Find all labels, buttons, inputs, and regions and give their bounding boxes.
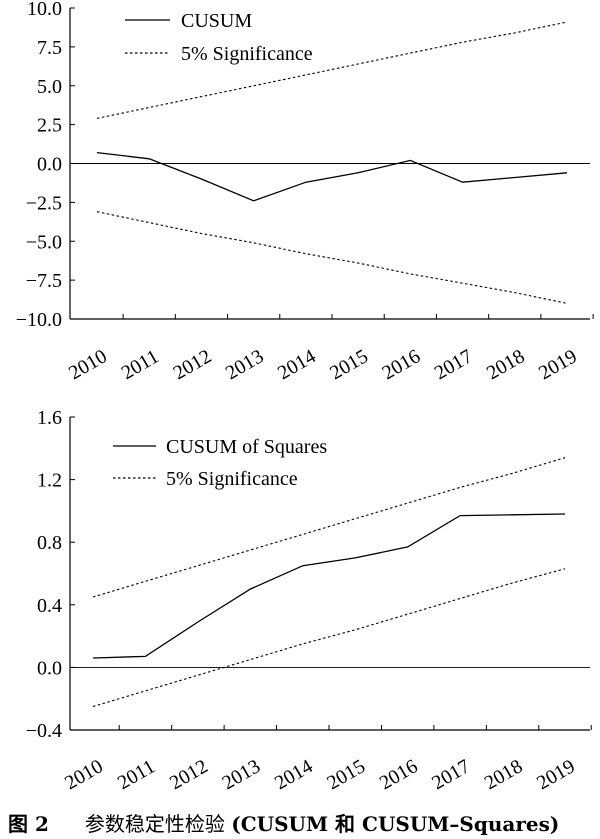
- chart1-y-tick-label: −2.5: [26, 192, 62, 214]
- chart2-legend-label: CUSUM of Squares: [166, 436, 327, 458]
- chart2-legend-label: 5% Significance: [166, 468, 298, 490]
- chart1-y-tick-label: −10.0: [16, 309, 62, 331]
- chart1-upper-bound-line: [96, 21, 568, 119]
- chart2-y-tick-label: 0.8: [37, 532, 62, 554]
- figure-caption: 图 2 参数稳定性检验 (CUSUM 和 CUSUM–Squares): [8, 808, 559, 837]
- chart2-series-line: [92, 513, 566, 659]
- chart1-x-tick-label: 2011: [118, 345, 163, 384]
- chart2-x-tick-label: 2019: [533, 755, 579, 794]
- chart1-x-tick-label: 2019: [535, 345, 581, 384]
- figure-label: 图 2: [8, 812, 49, 836]
- chart2-x-tick-label: 2017: [428, 755, 474, 794]
- chart2-lower-bound-line: [92, 568, 566, 708]
- chart2-x-tick-label: 2012: [166, 755, 212, 794]
- chart2-x-tick-label: 2011: [114, 755, 159, 794]
- chart1-y-tick-label: 10.0: [27, 0, 62, 20]
- chart1-y-tick-label: 2.5: [37, 115, 62, 137]
- chart1-x-tick-label: 2014: [274, 345, 320, 384]
- chart1-x-tick-label: 2012: [170, 345, 216, 384]
- chart2-x-tick-label: 2018: [481, 755, 527, 794]
- figure-title-paren: (CUSUM 和 CUSUM–Squares): [231, 812, 560, 836]
- chart2-y-tick-label: 0.4: [37, 595, 62, 617]
- chart1-x-tick-label: 2016: [379, 345, 425, 384]
- chart2-upper-bound-line: [92, 457, 566, 598]
- chart1-y-tick-label: 5.0: [37, 76, 62, 98]
- chart1-x-tick-label: 2010: [65, 345, 111, 384]
- chart1-lower-bound-line: [96, 211, 568, 304]
- chart2-y-tick-label: 1.2: [37, 470, 62, 492]
- chart1-series-line: [96, 151, 568, 202]
- chart2-y-tick-label: −0.4: [26, 720, 62, 742]
- chart2-x-tick-label: 2013: [219, 755, 265, 794]
- chart1-x-tick-label: 2018: [483, 345, 529, 384]
- chart1-y-tick-label: 0.0: [37, 154, 62, 176]
- chart1-y-tick-label: −7.5: [26, 270, 62, 292]
- chart1-y-tick-label: 7.5: [37, 37, 62, 59]
- chart1-x-tick-label: 2015: [326, 345, 372, 384]
- chart2-x-tick-label: 2016: [376, 755, 422, 794]
- chart1-x-tick-label: 2017: [431, 345, 477, 384]
- chart2-y-tick-label: 0.0: [37, 657, 62, 679]
- chart2-y-tick-label: 1.6: [37, 407, 62, 429]
- chart1-x-tick-label: 2013: [222, 345, 268, 384]
- chart2-x-tick-label: 2010: [61, 755, 107, 794]
- chart2-x-tick-label: 2014: [271, 755, 317, 794]
- chart1-legend-label: CUSUM: [181, 10, 252, 32]
- chart2-x-tick-label: 2015: [323, 755, 369, 794]
- figure-title-cn: 参数稳定性检验: [84, 812, 225, 836]
- chart1-legend-label: 5% Significance: [181, 43, 313, 65]
- chart1-y-tick-label: −5.0: [26, 231, 62, 253]
